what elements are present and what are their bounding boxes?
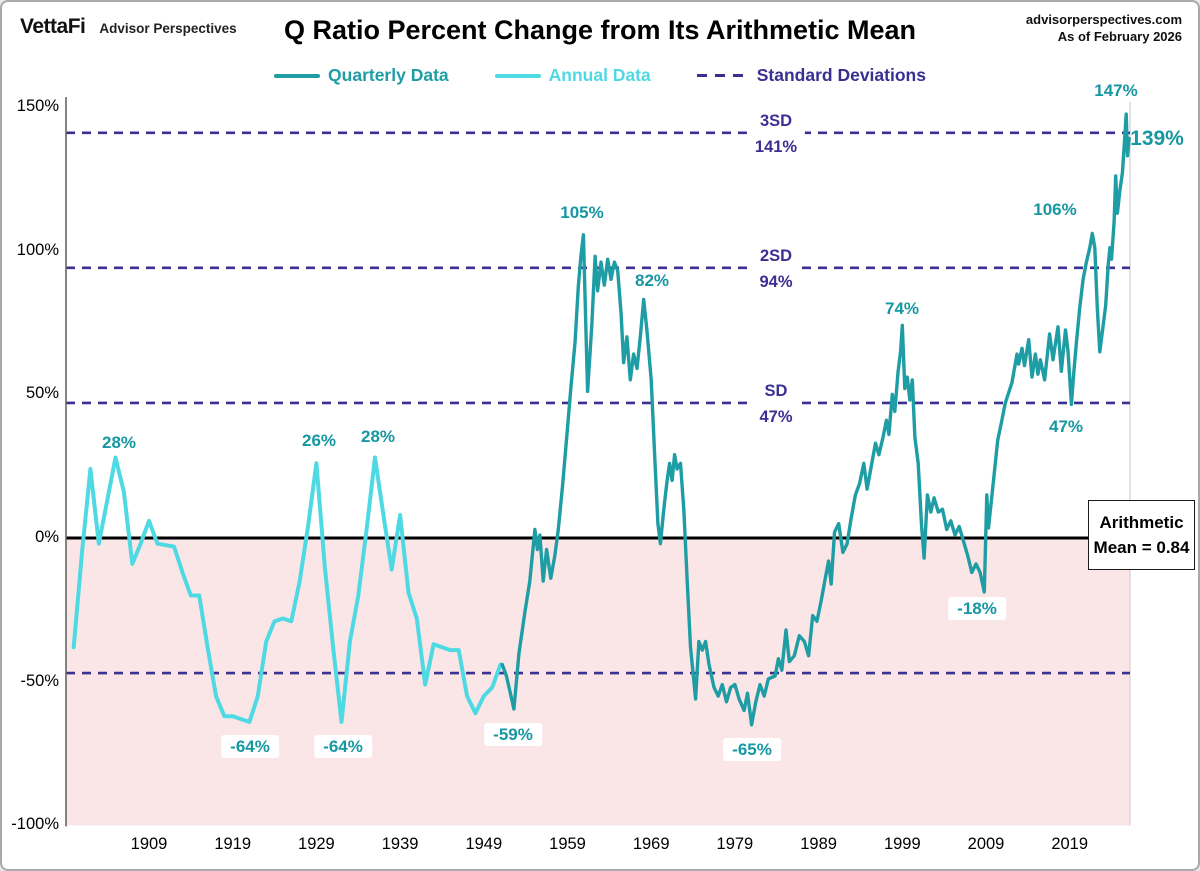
legend-item-quarterly-data: Quarterly Data — [274, 65, 449, 86]
line-swatch-icon — [494, 73, 541, 78]
source-block: advisorperspectives.com As of February 2… — [1026, 12, 1182, 46]
legend-label: Standard Deviations — [756, 65, 926, 85]
vettafi-logo: VettaFi — [20, 15, 86, 38]
source-site: advisorperspectives.com — [1025, 12, 1182, 27]
legend-label: Annual Data — [548, 65, 651, 85]
brand-block: VettaFi Advisor Perspectives — [20, 15, 237, 39]
below-mean-region — [66, 538, 1130, 826]
legend-item-standard-deviations: Standard Deviations — [696, 65, 926, 86]
page-title: Q Ratio Percent Change from Its Arithmet… — [283, 15, 917, 45]
legend-item-annual-data: Annual Data — [494, 65, 651, 86]
brand-subtitle: Advisor Perspectives — [99, 21, 237, 36]
dashed-line-swatch-icon — [696, 73, 749, 78]
annual-data-line — [71, 455, 503, 724]
quarterly-data-line — [500, 112, 1131, 727]
as-of-date: As of February 2026 — [1057, 28, 1182, 44]
line-swatch-icon — [274, 73, 321, 78]
legend-label: Quarterly Data — [328, 65, 449, 85]
chart-legend: Quarterly Data Annual Data Standard Deviat… — [2, 65, 1198, 86]
